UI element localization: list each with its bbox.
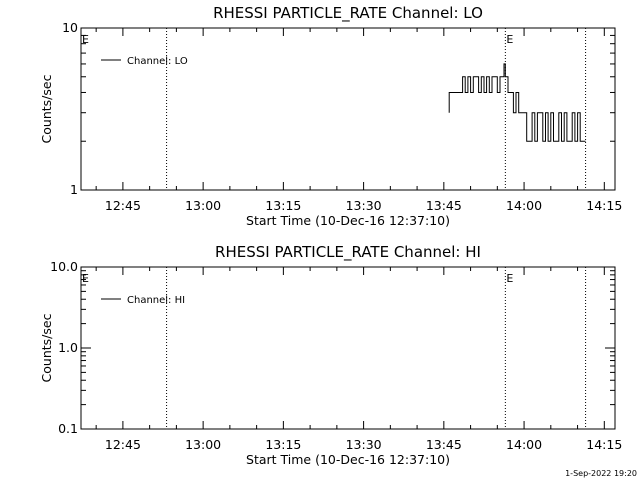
x-tick-label: 13:00 [185, 437, 221, 452]
x-tick-label: 13:30 [346, 437, 382, 452]
y-tick-label: 0.1 [58, 421, 78, 436]
footer-timestamp: 1-Sep-2022 19:20 [565, 469, 637, 478]
chart-title: RHESSI PARTICLE_RATE Channel: LO [213, 4, 483, 23]
x-tick-label: 14:00 [506, 198, 542, 213]
x-tick-label: 14:00 [506, 437, 542, 452]
y-tick-label: 1.0 [58, 340, 78, 355]
panel-hi: RHESSI PARTICLE_RATE Channel: HI 12:45 13:… [39, 243, 622, 467]
y-axis-label: Counts/sec [39, 74, 54, 143]
x-tick-label: 13:15 [265, 198, 301, 213]
chart-title: RHESSI PARTICLE_RATE Channel: HI [215, 243, 481, 262]
x-tick-label: 14:15 [586, 437, 622, 452]
x-axis-label: Start Time (10-Dec-16 12:37:10) [246, 452, 450, 467]
x-tick-label: 12:45 [105, 437, 141, 452]
x-tick-label: 13:30 [346, 198, 382, 213]
x-tick-label: 12:45 [105, 198, 141, 213]
x-axis-label: Start Time (10-Dec-16 12:37:10) [246, 213, 450, 228]
start-marker-label: E [82, 33, 89, 46]
plot-frame [80, 266, 616, 430]
y-tick-label: 1 [70, 182, 78, 197]
event-marker-label: E [506, 33, 513, 46]
event-marker-label: E [506, 272, 513, 285]
x-tick-label: 13:45 [426, 437, 462, 452]
plot-frame [80, 27, 616, 191]
legend-entry: Channel: LO [127, 56, 188, 67]
x-tick-label: 13:00 [185, 198, 221, 213]
x-tick-label: 13:45 [426, 198, 462, 213]
start-marker-label: E [82, 272, 89, 285]
panel-lo: RHESSI PARTICLE_RATE Channel: LO 12:45 13:… [39, 4, 622, 228]
x-tick-label: 14:15 [586, 198, 622, 213]
series-line-channel-lo [448, 63, 586, 142]
x-tick-label: 13:15 [265, 437, 301, 452]
y-tick-label: 10 [62, 20, 78, 35]
y-axis-label: Counts/sec [39, 313, 54, 382]
y-tick-label: 10.0 [50, 259, 78, 274]
legend-entry: Channel: HI [127, 295, 185, 306]
